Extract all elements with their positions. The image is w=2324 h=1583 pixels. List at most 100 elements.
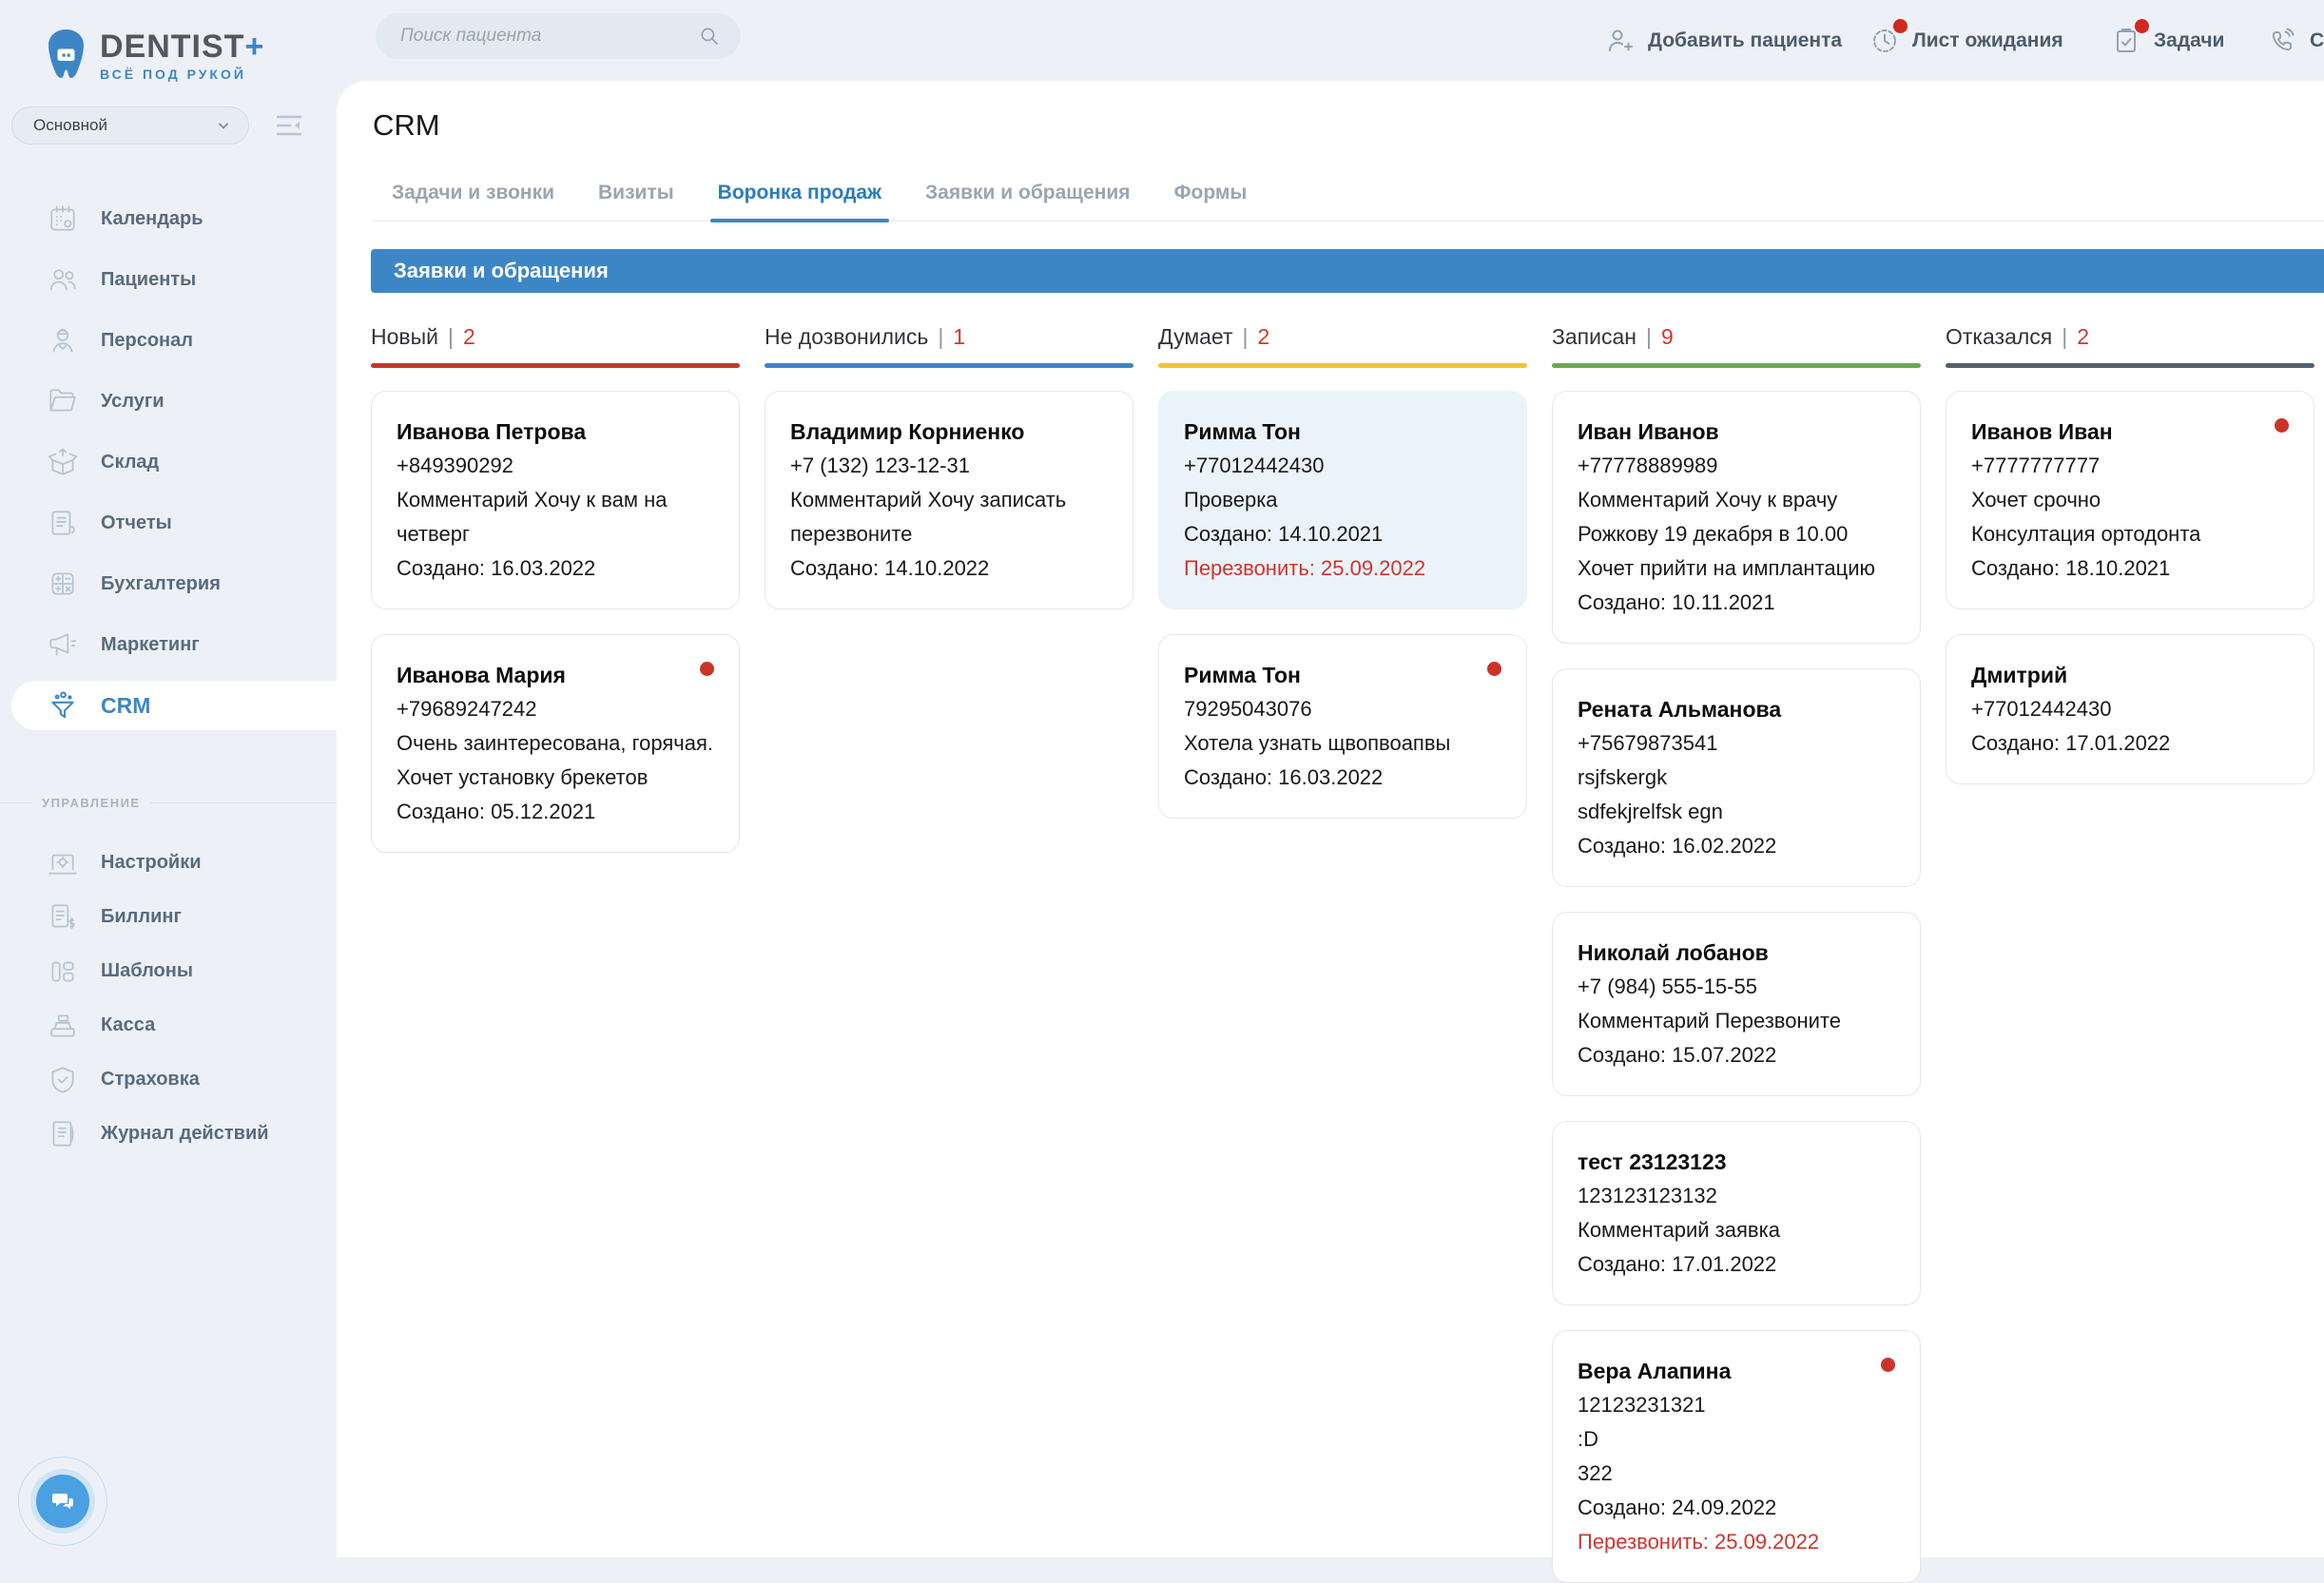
branch-selector-value: Основной <box>33 116 107 135</box>
lead-created: Создано: 16.03.2022 <box>397 551 714 586</box>
column-count: 2 <box>2077 324 2089 349</box>
kanban-board: Новый|2 Иванова Петрова +849390292 Комме… <box>371 323 2324 1583</box>
column-header: Отказался|2 <box>1946 323 2314 350</box>
settings-icon <box>46 847 80 879</box>
column-count: 2 <box>1257 324 1269 349</box>
lead-phone: 79295043076 <box>1184 692 1501 726</box>
collapse-sidebar-icon[interactable] <box>274 111 304 140</box>
page-title: CRM <box>373 109 2324 142</box>
management-section-header: УПРАВЛЕНИЕ <box>0 793 337 812</box>
marketing-icon <box>46 628 80 661</box>
lead-callback: Перезвонить: 25.09.2022 <box>1184 551 1501 586</box>
sidebar-item-label: Биллинг <box>101 906 182 928</box>
kanban-column-new: Новый|2 Иванова Петрова +849390292 Комме… <box>371 323 740 853</box>
tab-forms[interactable]: Формы <box>1174 182 1248 221</box>
lead-comment: Комментарий Хочу к врачу Рожкову 19 дека… <box>1578 483 1895 551</box>
lead-card[interactable]: Николай лобанов +7 (984) 555-15-55 Комме… <box>1552 912 1921 1096</box>
tooth-logo-icon <box>44 29 88 84</box>
unread-dot <box>2275 418 2289 433</box>
lead-card[interactable]: Владимир Корниенко +7 (132) 123-12-31 Ко… <box>765 391 1133 609</box>
search-input[interactable] <box>376 26 697 47</box>
column-color-bar <box>1946 363 2314 368</box>
lead-card[interactable]: Рената Альманова +75679873541 rsjfskergk… <box>1552 668 1921 887</box>
lead-name: Иванова Петрова <box>397 415 714 449</box>
sidebar-item-services[interactable]: Услуги <box>0 376 337 426</box>
lead-name: Иванова Мария <box>397 658 714 692</box>
journal-icon <box>46 1118 80 1150</box>
topbar: Добавить пациента Лист ожидания Задачи С… <box>337 0 2324 81</box>
sidebar-item-warehouse[interactable]: Склад <box>0 437 337 487</box>
kanban-column-no-answer: Не дозвонились|1 Владимир Корниенко +7 (… <box>765 323 1133 609</box>
reports-icon <box>46 507 80 539</box>
warehouse-icon <box>46 446 80 478</box>
lead-name: Вера Алапина <box>1578 1354 1895 1388</box>
sidebar-menu: Календарь Пациенты Персонал Услуги Склад… <box>0 194 337 742</box>
lead-phone: +7 (984) 555-15-55 <box>1578 970 1895 1004</box>
lead-created: Создано: 24.09.2022 <box>1578 1491 1895 1525</box>
tasks-button[interactable]: Задачи <box>2111 0 2224 81</box>
lead-comment: Комментарий Перезвоните <box>1578 1004 1895 1038</box>
waiting-list-button[interactable]: Лист ожидания <box>1869 0 2063 81</box>
sidebar-item-settings[interactable]: Настройки <box>0 840 337 885</box>
sidebar-item-crm[interactable]: CRM <box>11 681 337 730</box>
sidebar-item-label: Календарь <box>101 208 203 230</box>
sidebar-item-calendar[interactable]: Календарь <box>0 194 337 243</box>
lead-name: Рената Альманова <box>1578 692 1895 726</box>
unread-dot <box>1487 662 1501 676</box>
sidebar-item-label: Бухгалтерия <box>101 573 221 595</box>
lead-comment: Консултация ортодонта <box>1971 517 2289 551</box>
lead-card[interactable]: тест 23123123 123123123132 Комментарий з… <box>1552 1121 1921 1305</box>
lead-phone: +7777777777 <box>1971 449 2289 483</box>
patient-search[interactable] <box>376 13 741 59</box>
lead-comment: :D <box>1578 1422 1895 1457</box>
sidebar-item-marketing[interactable]: Маркетинг <box>0 620 337 669</box>
lead-card[interactable]: Вера Алапина 12123231321 :D 322 Создано:… <box>1552 1330 1921 1583</box>
sidebar-item-action-log[interactable]: Журнал действий <box>0 1111 337 1156</box>
lead-card[interactable]: Дмитрий +77012442430 Создано: 17.01.2022 <box>1946 634 2314 784</box>
sidebar-item-accounting[interactable]: Бухгалтерия <box>0 559 337 608</box>
sidebar-item-templates[interactable]: Шаблоны <box>0 949 337 994</box>
lead-name: Иванов Иван <box>1971 415 2289 449</box>
sidebar-item-patients[interactable]: Пациенты <box>0 255 337 304</box>
lead-card[interactable]: Иван Иванов +77778889989 Комментарий Хоч… <box>1552 391 1921 644</box>
lead-name: Дмитрий <box>1971 658 2289 692</box>
kanban-column-declined: Отказался|2 Иванов Иван +7777777777 Хоче… <box>1946 323 2314 784</box>
sidebar-item-reports[interactable]: Отчеты <box>0 498 337 548</box>
tab-tasks-and-calls[interactable]: Задачи и звонки <box>392 182 554 221</box>
sidebar-item-label: Маркетинг <box>101 634 200 656</box>
lead-phone: 123123123132 <box>1578 1179 1895 1213</box>
lead-phone: +849390292 <box>397 449 714 483</box>
tab-requests[interactable]: Заявки и обращения <box>925 182 1131 221</box>
sidebar-item-staff[interactable]: Персонал <box>0 316 337 365</box>
insurance-shield-icon <box>46 1064 80 1096</box>
lead-card-highlighted[interactable]: Римма Тон +77012442430 Проверка Создано:… <box>1158 391 1527 609</box>
sidebar-item-billing[interactable]: Биллинг <box>0 895 337 939</box>
lead-card[interactable]: Иванов Иван +7777777777 Хочет срочно Кон… <box>1946 391 2314 609</box>
lead-phone: +77778889989 <box>1578 449 1895 483</box>
sidebar: DENTIST+ ВСЁ ПОД РУКОЙ Основной Календар… <box>0 0 337 1557</box>
lead-card[interactable]: Римма Тон 79295043076 Хотела узнать щвоп… <box>1158 634 1527 819</box>
chat-button[interactable] <box>18 1457 107 1546</box>
column-header: Новый|2 <box>371 323 740 350</box>
lead-name: тест 23123123 <box>1578 1145 1895 1179</box>
lead-created: Создано: 16.02.2022 <box>1578 829 1895 863</box>
lead-comment: Проверка <box>1184 483 1501 517</box>
search-icon[interactable] <box>697 24 722 48</box>
lead-card[interactable]: Иванова Петрова +849390292 Комментарий Х… <box>371 391 740 609</box>
kanban-column-scheduled: Записан|9 Иван Иванов +77778889989 Комме… <box>1552 323 1921 1583</box>
lead-comment: Хочет прийти на имплантацию <box>1578 551 1895 586</box>
lead-created: Создано: 15.07.2022 <box>1578 1038 1895 1072</box>
column-color-bar <box>371 363 740 368</box>
section-label: УПРАВЛЕНИЕ <box>32 796 150 810</box>
add-patient-button[interactable]: Добавить пациента <box>1605 0 1842 81</box>
calls-button[interactable]: Связь <box>2267 0 2324 81</box>
lead-callback: Перезвонить: 25.09.2022 <box>1578 1525 1895 1559</box>
lead-card[interactable]: Иванова Мария +79689247242 Очень заинтер… <box>371 634 740 853</box>
sidebar-item-insurance[interactable]: Страховка <box>0 1057 337 1102</box>
tab-visits[interactable]: Визиты <box>598 182 674 221</box>
tab-sales-funnel[interactable]: Воронка продаж <box>718 182 881 221</box>
lead-name: Римма Тон <box>1184 415 1501 449</box>
branch-selector[interactable]: Основной <box>11 106 249 145</box>
main-panel: CRM Задачи и звонки Визиты Воронка прода… <box>337 81 2324 1557</box>
sidebar-item-cashbox[interactable]: Касса <box>0 1003 337 1048</box>
